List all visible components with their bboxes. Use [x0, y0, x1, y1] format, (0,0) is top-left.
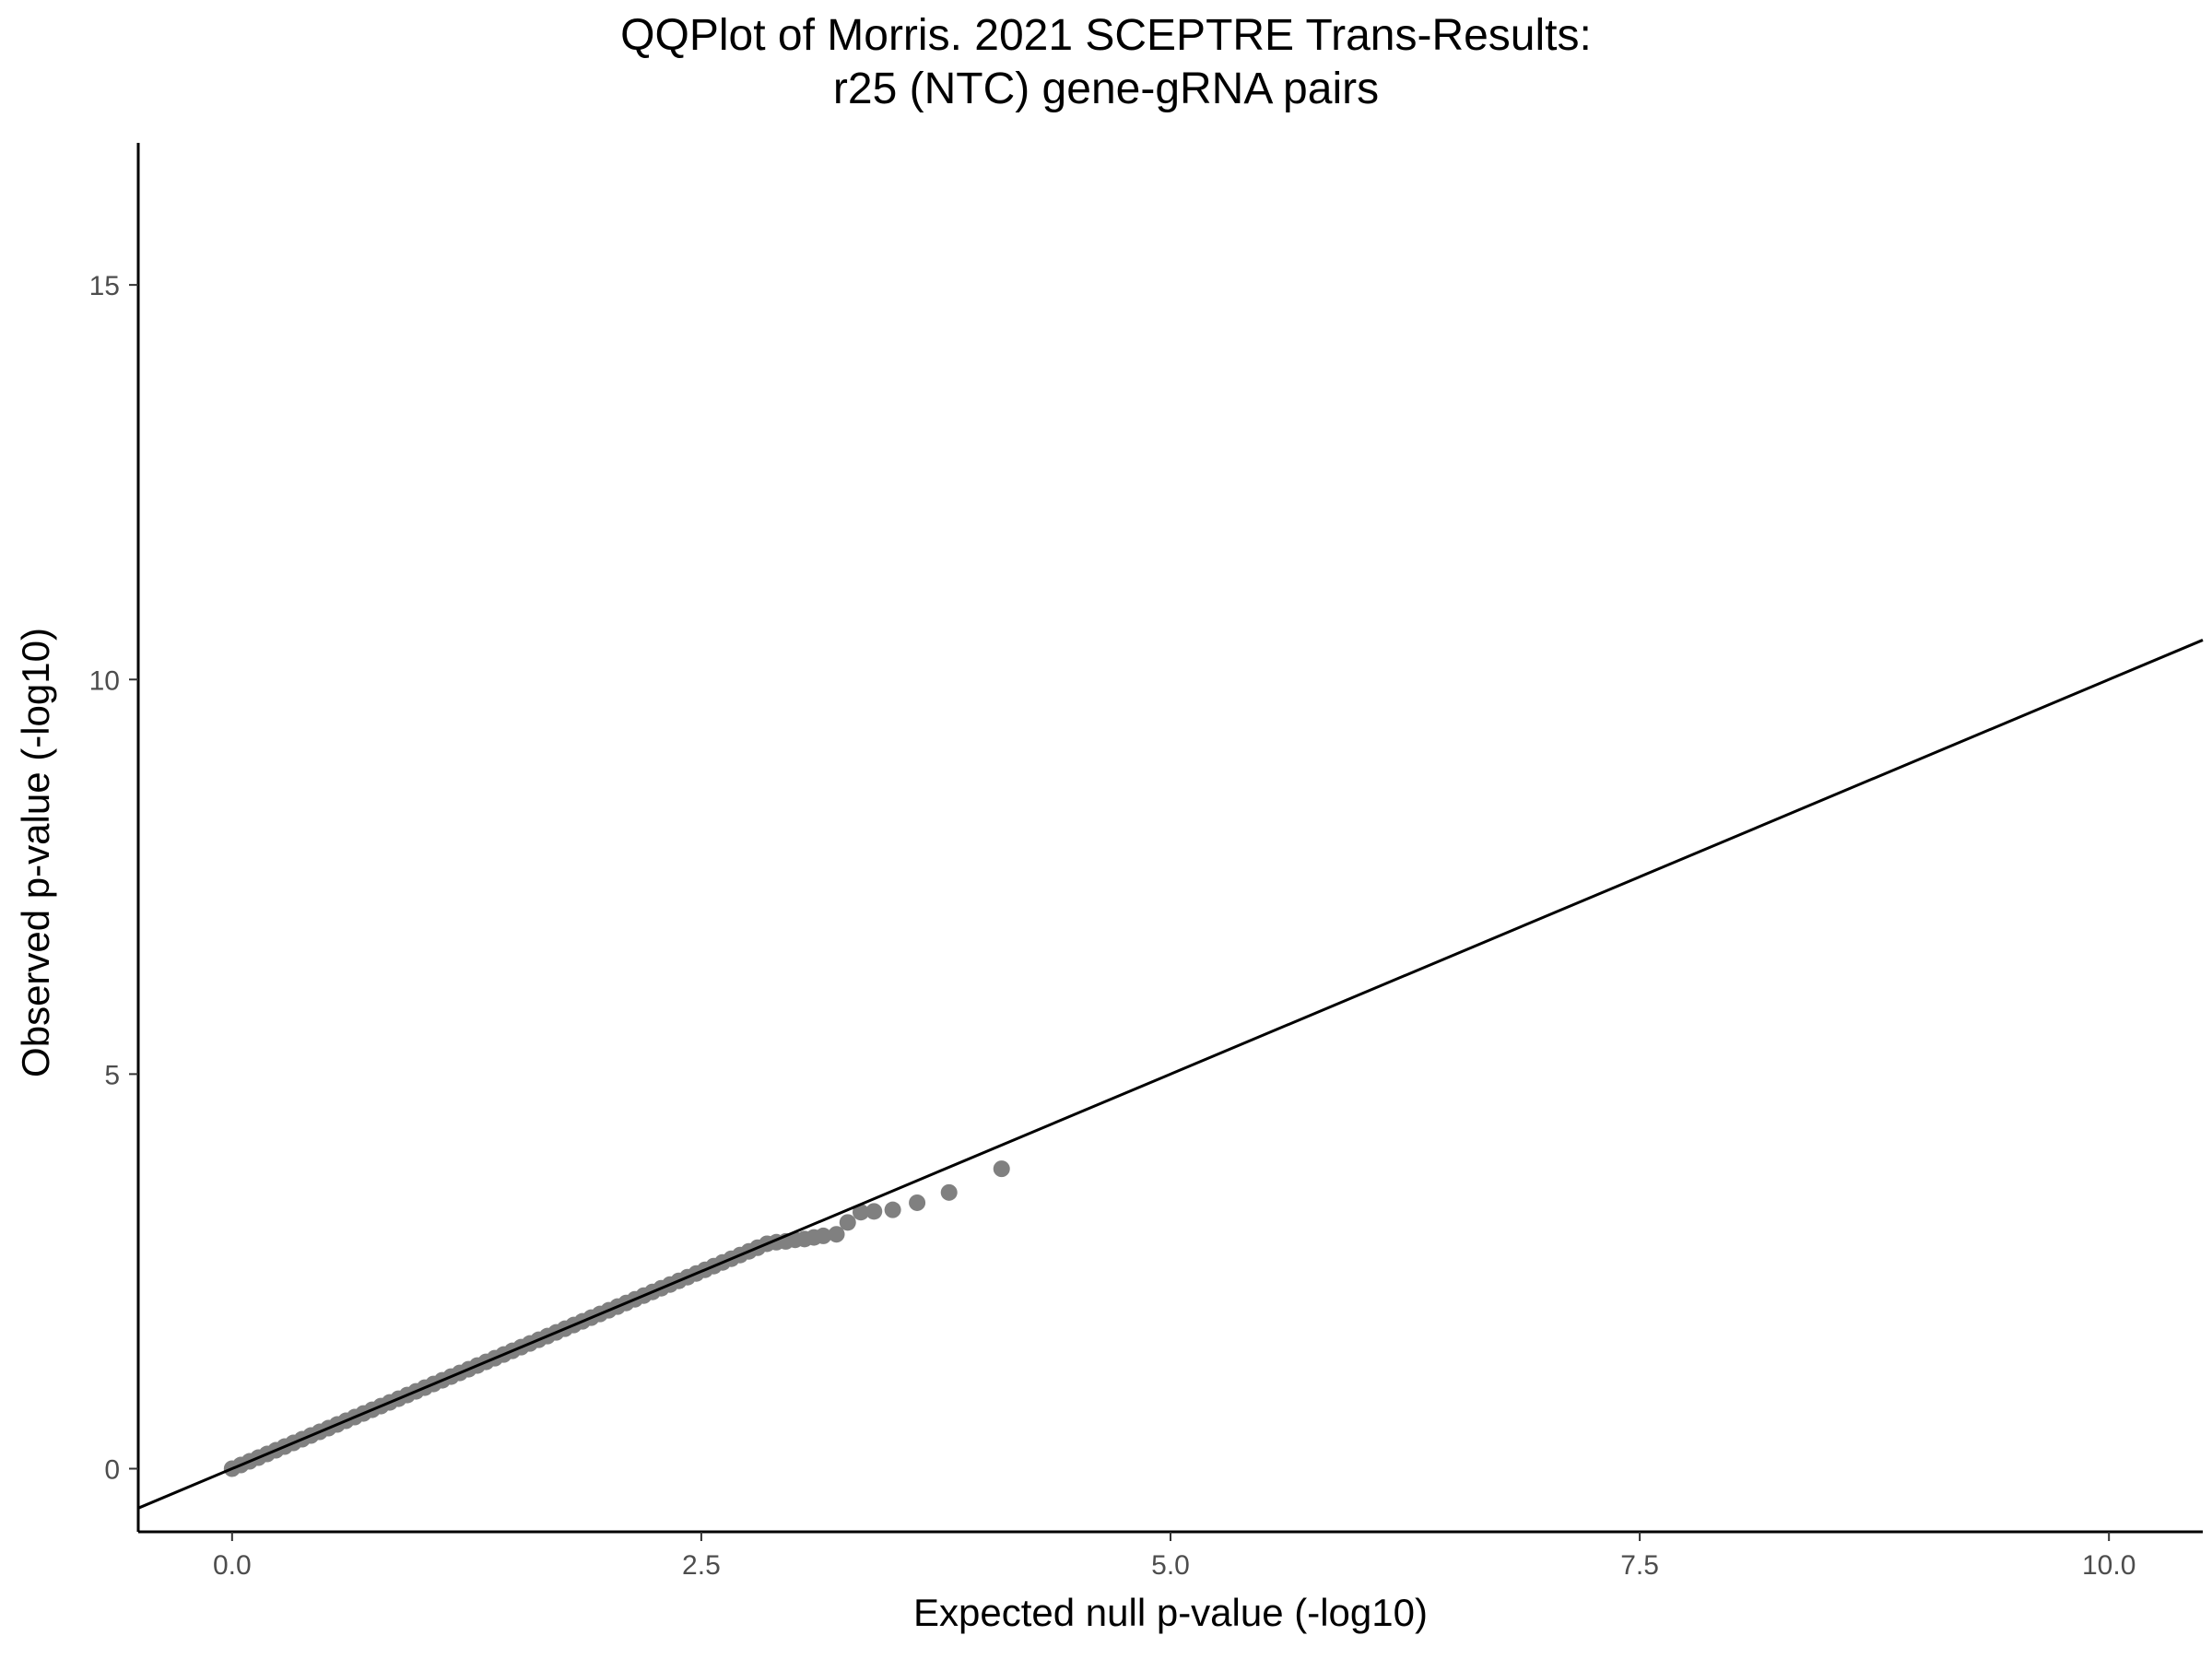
data-point: [993, 1160, 1010, 1178]
x-tick-label: 5.0: [1151, 1550, 1190, 1581]
points-layer: [223, 1160, 1010, 1477]
data-point: [909, 1194, 926, 1211]
data-point: [853, 1204, 869, 1221]
data-point: [815, 1227, 832, 1244]
data-point: [839, 1214, 856, 1231]
reference-line: [137, 639, 2204, 1510]
reference-line-layer: [137, 639, 2204, 1510]
axes-layer: 0.0 2.5 5.0 7.5 10.0 0 5 10 15: [89, 143, 2203, 1581]
x-tick-label: 0.0: [213, 1550, 252, 1581]
x-tick-label: 10.0: [2082, 1550, 2136, 1581]
x-tick-label: 7.5: [1620, 1550, 1659, 1581]
y-tick-label: 0: [104, 1455, 120, 1486]
y-axis-title: Observed p-value (-log10): [14, 628, 57, 1077]
x-axis-title: Expected null p-value (-log10): [913, 1591, 1428, 1634]
chart-title-line-1: QQPlot of Morris. 2021 SCEPTRE Trans-Res…: [620, 11, 1592, 60]
chart-title-line-2: r25 (NTC) gene-gRNA pairs: [832, 65, 1380, 113]
data-point: [884, 1201, 901, 1218]
y-tick-label: 5: [104, 1060, 120, 1090]
chart-title: QQPlot of Morris. 2021 SCEPTRE Trans-Res…: [0, 9, 2212, 116]
data-point: [828, 1226, 845, 1243]
y-tick-label: 10: [89, 665, 120, 696]
x-tick-label: 2.5: [682, 1550, 721, 1581]
data-point: [865, 1203, 883, 1220]
data-point: [940, 1183, 958, 1201]
y-tick-label: 15: [89, 271, 120, 301]
